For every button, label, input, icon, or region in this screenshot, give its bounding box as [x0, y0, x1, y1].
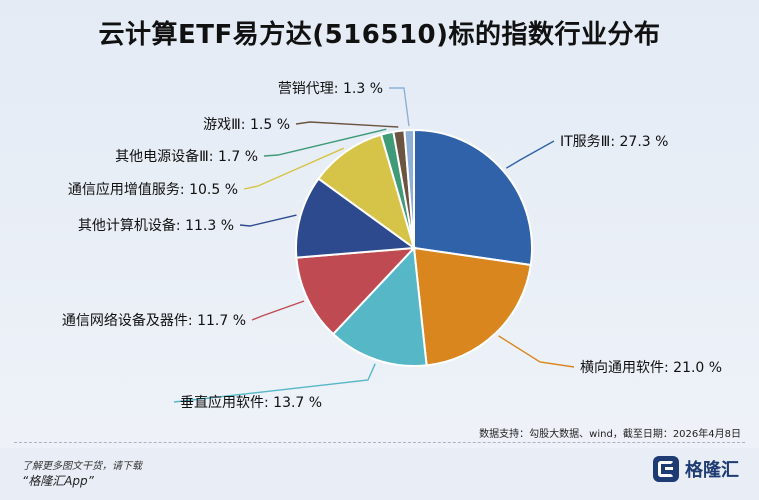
download-prompt: 了解更多图文干货，请下载 [22, 461, 142, 472]
brand: 格隆汇 [653, 456, 739, 482]
pie-slice [295, 177, 417, 259]
slice-label: 游戏Ⅲ: 1.5 % [203, 117, 290, 133]
slice-label: 其他计算机设备: 11.3 % [78, 217, 234, 234]
pie-slice [331, 245, 428, 367]
leader-line [173, 363, 376, 403]
leader-line [243, 147, 345, 190]
leader-line [389, 87, 410, 127]
leader-line [505, 140, 555, 169]
pie-slice [403, 128, 415, 249]
slice-label: 其他电源设备Ⅲ: 1.7 % [115, 148, 258, 165]
leader-line [239, 214, 297, 227]
slice-label: 横向通用软件: 21.0 % [580, 360, 722, 376]
pie-slice [295, 246, 417, 336]
pie-slice [317, 133, 416, 251]
data-source: 数据支持：勾股大数据、wind，截至日期：2026年4月8日 [479, 429, 741, 440]
pie-slice [412, 246, 532, 367]
app-name: “格隆汇App” [22, 474, 94, 488]
gelonghui-logo-icon [653, 456, 679, 482]
leader-line [263, 128, 387, 157]
footer-divider [14, 442, 745, 443]
leader-line [251, 300, 305, 321]
pie-slice [413, 128, 533, 267]
leader-line [295, 121, 399, 128]
leader-line [498, 335, 575, 368]
slice-label: 通信应用增值服务: 10.5 % [68, 181, 238, 198]
slice-label: 营销代理: 1.3 % [278, 81, 383, 97]
slice-label: IT服务Ⅲ: 27.3 % [560, 134, 668, 150]
pie-chart: IT服务Ⅲ: 27.3 % 横向通用软件: 21.0 % 垂直应用软件: 13.7 … [62, 81, 722, 411]
slice-label: 通信网络设备及器件: 11.7 % [62, 312, 246, 329]
slice-label: 垂直应用软件: 13.7 % [180, 394, 322, 411]
brand-name: 格隆汇 [685, 460, 739, 481]
chart-title: 云计算ETF易方达(516510)标的指数行业分布 [98, 20, 661, 50]
